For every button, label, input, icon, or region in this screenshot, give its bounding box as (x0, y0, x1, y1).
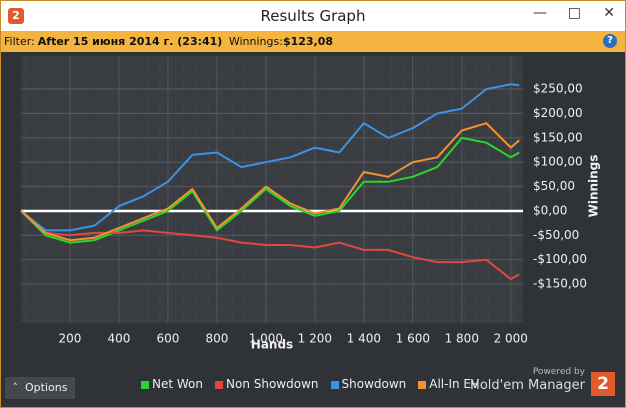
powered-by: Powered by (532, 367, 585, 377)
y-tick-label: $250,00 (533, 82, 583, 96)
winnings-value: $123,08 (282, 35, 334, 48)
filter-range: After 15 июня 2014 г. (23:41) (37, 35, 223, 48)
x-tick-label: 1 400 (347, 332, 381, 346)
product-name: Hold'em Manager (470, 378, 585, 393)
filter-bar: Filter: After 15 июня 2014 г. (23:41) Win… (1, 31, 625, 52)
x-tick-label: 200 (59, 332, 82, 346)
x-axis-title: Hands (251, 338, 293, 352)
x-tick-label: 1 000 (249, 332, 283, 346)
y-tick-label: $50,00 (533, 179, 575, 193)
y-tick-label: $150,00 (533, 130, 583, 144)
chart: Hands Winnings -$150,00 -$100,00 -$50,00 $0… (20, 56, 601, 352)
x-tick-label: 400 (107, 332, 130, 346)
y-axis-title: Winnings (587, 155, 601, 218)
close-button[interactable]: ✕ (603, 5, 615, 21)
options-label: Options (25, 381, 68, 394)
x-tick-label: 800 (205, 332, 228, 346)
y-tick-label: $100,00 (533, 155, 583, 169)
help-button[interactable]: ? (603, 34, 617, 48)
x-tick-label: 1 200 (298, 332, 332, 346)
window-title: Results Graph (260, 7, 366, 25)
legend-swatch (215, 381, 223, 389)
series-line (20, 83, 520, 232)
series-line (20, 136, 520, 244)
filter-label: Filter: (4, 35, 35, 48)
winnings-label: Winnings: (228, 35, 283, 48)
legend-swatch (141, 381, 149, 389)
minimize-button[interactable]: — (533, 5, 547, 21)
y-tick-label: -$50,00 (533, 228, 579, 242)
maximize-button[interactable]: □ (567, 5, 581, 21)
y-tick-label: $0,00 (533, 203, 567, 217)
options-button[interactable]: ˄ Options (5, 377, 75, 399)
x-tick-label: 1 600 (396, 332, 430, 346)
minor-grid (21, 56, 523, 323)
app-icon: 2 (8, 8, 24, 24)
legend-label: All-In EV (429, 377, 480, 391)
legend-swatch (330, 381, 339, 389)
x-tick-label: 2 000 (494, 332, 528, 346)
legend-label: Showdown (341, 377, 407, 391)
y-tick-label: -$150,00 (533, 277, 587, 291)
logo: 2 (591, 372, 615, 396)
title-bar: 2 Results Graph — □ ✕ (1, 1, 625, 31)
series-line (20, 122, 520, 242)
y-tick-label: -$100,00 (533, 252, 587, 266)
x-tick-label: 600 (156, 332, 179, 346)
legend-label: Non Showdown (226, 377, 319, 391)
legend-label: Net Won (152, 377, 203, 391)
legend-swatch (418, 381, 427, 389)
x-tick-label: 1 800 (445, 332, 479, 346)
y-tick-label: $200,00 (533, 106, 583, 120)
